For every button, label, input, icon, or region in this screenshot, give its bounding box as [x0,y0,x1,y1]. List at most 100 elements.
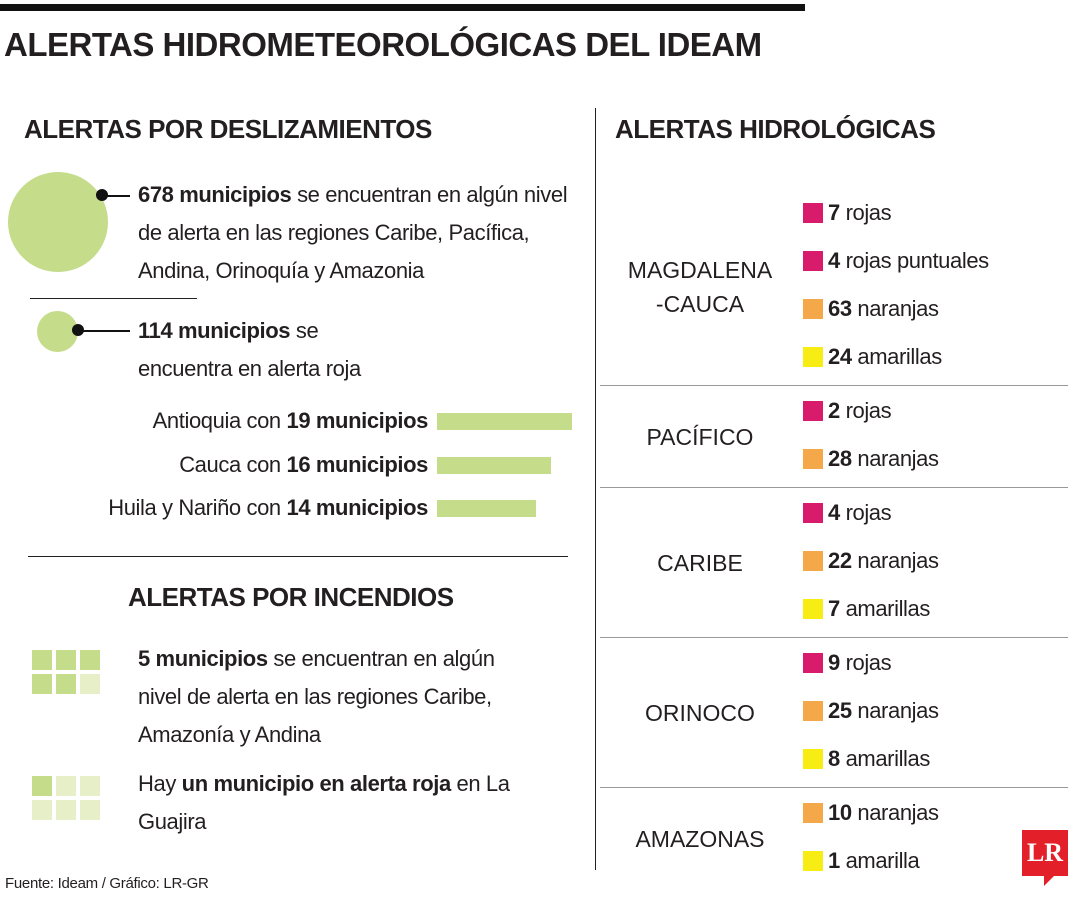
alert-swatch [803,401,823,421]
bar [437,413,572,430]
grid-square [80,674,100,694]
alert-text: 4 rojas puntuales [828,242,989,280]
alert-count: 4 [828,500,840,525]
alert-count: 7 [828,200,840,225]
alert-swatch [803,599,823,619]
total-desc: se encuentran en algún nivel de alerta e… [138,182,568,283]
alert-text: 63 naranjas [828,290,939,328]
alert-label: naranjas [857,296,939,321]
alert-count: 4 [828,248,840,273]
alert-label: rojas [845,650,892,675]
region-divider [600,487,1068,488]
fire-text-part: se encuentran en algún nivel de alerta e… [138,646,495,747]
region-name: ORINOCO [645,700,755,726]
alert-count: 25 [828,698,852,723]
region-name: AMAZONAS [635,826,765,852]
bar-label: Antioquia con 19 municipios [153,402,429,440]
alert-swatch [803,347,823,367]
bar-bold: 16 municipios [286,451,428,477]
region-divider [600,787,1068,788]
fire-text-part: Hay [138,771,176,796]
alert-label: amarillas [845,746,931,771]
top-rule [0,4,805,11]
alert-text: 4 rojas [828,494,892,532]
bar-bold: 14 municipios [286,495,428,520]
source: Fuente: Ideam / Gráfico: LR-GR [5,875,209,892]
alert-swatch [803,701,823,721]
alert-text: 9 rojas [828,644,892,682]
grid-square [80,650,100,670]
alert-text: 7 rojas [828,194,892,232]
grid-square [32,776,52,796]
grid-square [56,776,76,796]
alert-swatch [803,503,823,523]
grid-square [80,800,100,820]
region-name: CARIBE [657,550,743,576]
alert-swatch [803,449,823,469]
total-text: 678 municipios se encuentran en algún ni… [138,176,578,290]
alert-label: naranjas [857,698,939,723]
alert-swatch [803,803,823,823]
alert-count: 2 [828,398,840,423]
alert-label: rojas [845,200,892,225]
grid-square [56,800,76,820]
logo-tail [1044,876,1054,886]
alert-text: 10 naranjas [828,794,939,832]
red-text: 114 municipios se encuentra en alerta ro… [138,312,388,388]
alert-swatch [803,251,823,271]
bar [437,456,551,474]
alert-label: amarillas [857,344,942,369]
alert-swatch [803,551,823,571]
alert-swatch [803,749,823,769]
column-divider [595,108,596,870]
section-heading: ALERTAS POR INCENDIOS [128,582,454,612]
title: ALERTAS HIDROMETEOROLÓGICAS DEL IDEAM [4,26,762,63]
alert-count: 10 [828,800,852,825]
bar-label: Huila y Nariño con 14 municipios [108,489,428,527]
region-name: -CAUCA [655,291,745,317]
fire-text-part: un municipio en alerta roja [181,771,452,796]
grid-square [56,674,76,694]
divider [30,298,197,299]
fire-text: 5 municipios se encuentran en algún nive… [138,640,518,754]
alert-text: 25 naranjas [828,692,939,730]
logo: LR [1022,830,1068,876]
alert-swatch [803,299,823,319]
alert-count: 8 [828,746,840,771]
section-heading: ALERTAS HIDROLÓGICAS [615,114,936,144]
alert-count: 9 [828,650,840,675]
alert-text: 7 amarillas [828,590,930,628]
section-heading: ALERTAS POR DESLIZAMIENTOS [24,114,432,144]
fire-text-part: 5 municipios [138,646,268,671]
alert-label: amarilla [845,848,920,873]
alert-label: naranjas [857,800,939,825]
alert-label: rojas [845,398,892,423]
region-divider [600,385,1068,386]
alert-count: 1 [828,848,840,873]
region-name: MAGDALENA [627,257,773,283]
fire-text: Hay un municipio en alerta roja en La Gu… [138,765,518,841]
alert-swatch [803,653,823,673]
alert-count: 28 [828,446,852,471]
red-bold: 114 municipios [138,318,291,343]
region-divider [600,637,1068,638]
bar-prefix: Huila y Nariño con [108,495,281,520]
alert-count: 7 [828,596,840,621]
grid-square [80,776,100,796]
alert-count: 24 [828,344,852,369]
alert-swatch [803,203,823,223]
alert-text: 2 rojas [828,392,892,430]
alert-label: amarillas [845,596,931,621]
grid-square [56,650,76,670]
alert-text: 24 amarillas [828,338,942,376]
grid-square [32,800,52,820]
pointer-line [78,330,130,332]
bar-label: Cauca con 16 municipios [179,446,428,484]
pointer-line [102,195,130,197]
alert-text: 8 amarillas [828,740,930,778]
total-bold: 678 municipios [138,182,292,207]
divider [28,556,568,557]
circle [37,311,79,353]
alert-count: 22 [828,548,852,573]
